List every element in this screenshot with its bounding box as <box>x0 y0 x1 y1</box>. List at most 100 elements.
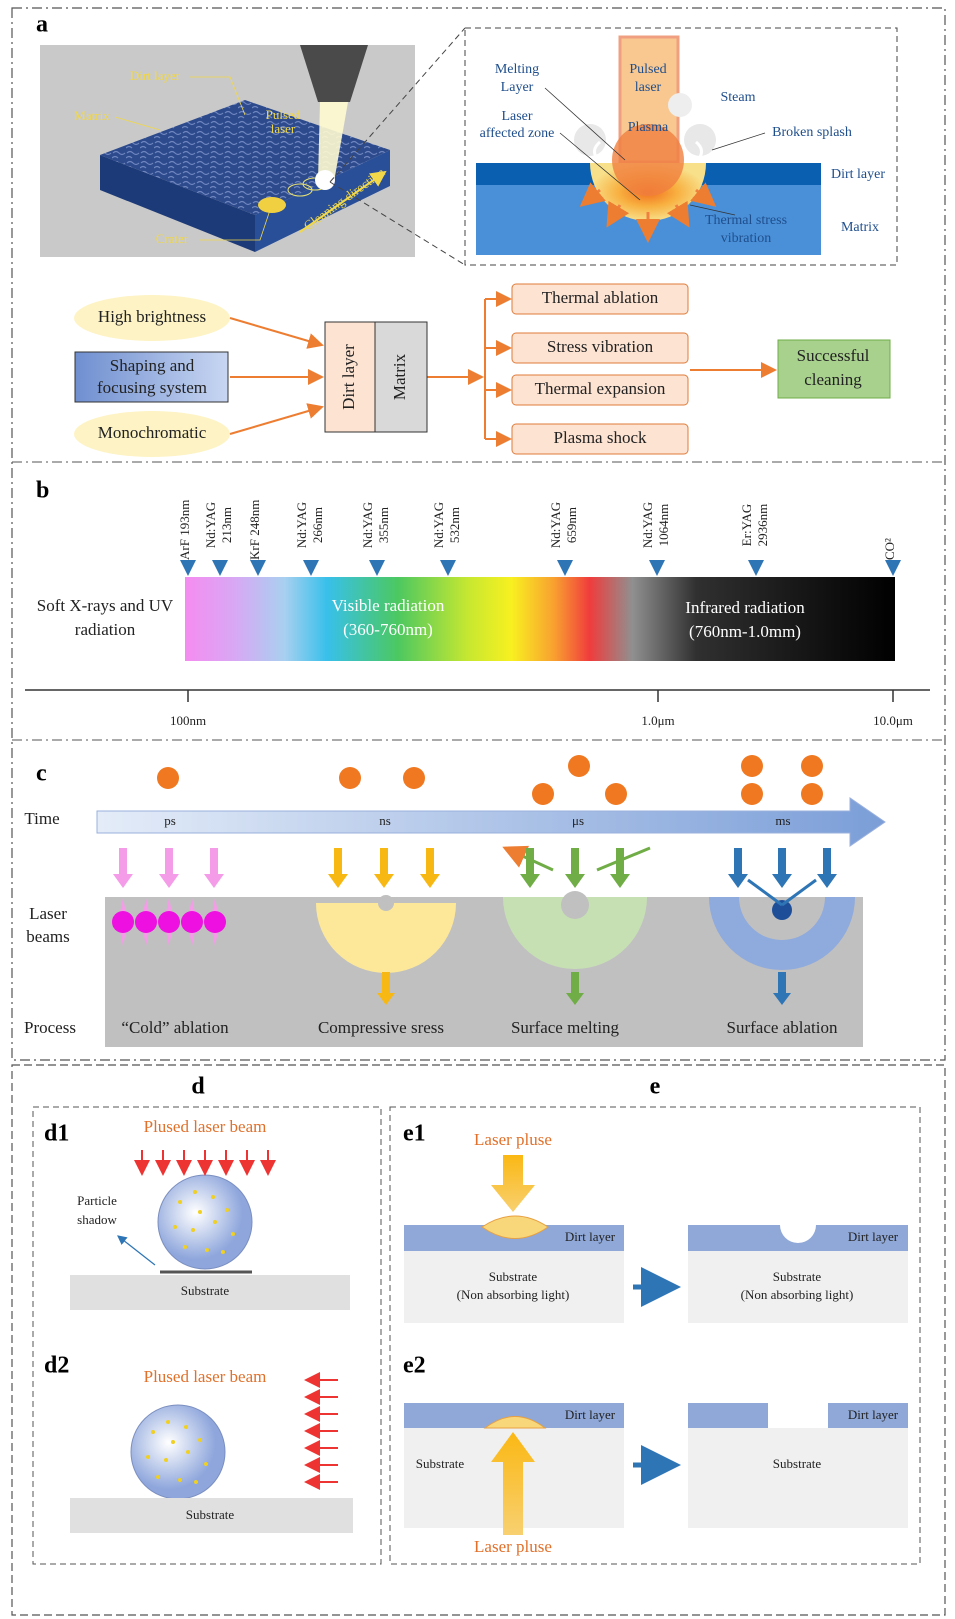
dirt-layer: Dirt layer <box>848 1229 899 1244</box>
mechanisms: Thermal expansion <box>535 379 666 398</box>
shape <box>605 783 627 805</box>
melting-layer: Layer <box>501 80 534 95</box>
laser-beams: beams <box>26 927 69 946</box>
lasers: Nd:YAG <box>203 502 218 548</box>
processes: Surface melting <box>511 1018 620 1037</box>
dirt-layer: Dirt layer <box>130 68 181 83</box>
thermal-stress: vibration <box>721 231 772 246</box>
shape <box>230 299 775 439</box>
laser: Laser pluse <box>474 1537 552 1556</box>
label: c <box>36 761 47 787</box>
laser-pulse <box>491 1155 535 1212</box>
lasers: 532nm <box>447 507 462 543</box>
shape <box>568 755 590 777</box>
label: d1 <box>44 1121 69 1147</box>
substrate: Substrate <box>416 1456 465 1471</box>
lasers: Er:YAG <box>739 504 754 547</box>
particle <box>231 1232 235 1236</box>
inputs: focusing system <box>97 378 207 397</box>
lasers: Nd:YAG <box>548 502 563 548</box>
shape <box>561 891 589 919</box>
particle <box>178 1200 182 1204</box>
time-scales: ms <box>775 813 790 828</box>
substrate: Substrate <box>489 1269 538 1284</box>
shape <box>741 783 763 805</box>
shape <box>118 1236 155 1265</box>
regions: (360-760nm) <box>343 620 433 639</box>
substrate: (Non absorbing light) <box>741 1287 854 1302</box>
particle <box>166 1420 170 1424</box>
result: cleaning <box>804 370 862 389</box>
lasers: 2936nm <box>755 504 770 547</box>
crater: Crater <box>156 231 189 246</box>
time-scales: ns <box>379 813 391 828</box>
particle <box>164 1458 168 1462</box>
beam-arrow <box>204 848 224 888</box>
particle <box>151 1430 155 1434</box>
dirt-layer: Dirt layer <box>848 1407 899 1422</box>
particle <box>225 1208 229 1212</box>
broken-splash: Broken splash <box>772 125 852 140</box>
beam-arrow <box>420 848 440 888</box>
inputs: Shaping and <box>110 356 195 375</box>
shape <box>97 798 885 846</box>
pulsed-laser: laser <box>635 80 662 95</box>
target: Dirt layer <box>339 344 358 410</box>
lasers: Nd:YAG <box>360 502 375 548</box>
label: d2 <box>44 1353 69 1379</box>
particle-shadow: shadow <box>77 1212 117 1227</box>
particle <box>173 1225 177 1229</box>
shape <box>772 900 792 920</box>
thermal-stress: Thermal stress <box>705 213 787 228</box>
particle <box>194 1480 198 1484</box>
process: Process <box>24 1018 76 1037</box>
beam-arrow <box>328 848 348 888</box>
particle <box>204 1462 208 1466</box>
beam-arrow <box>817 848 837 888</box>
particle <box>171 1440 175 1444</box>
particle <box>184 1425 188 1429</box>
pulsed-laser: Pulsed <box>629 62 666 77</box>
lasers: ArF 193nm <box>177 500 192 560</box>
particle <box>205 1248 209 1252</box>
shape <box>157 755 823 805</box>
beam-arrow <box>728 848 748 888</box>
particle <box>146 1455 150 1459</box>
particle <box>213 1220 217 1224</box>
time-scales: ps <box>164 813 176 828</box>
lasers: 266nm <box>310 507 325 543</box>
lasers: KrF 248nm <box>247 500 262 560</box>
lasers: Nd:YAG <box>431 502 446 548</box>
axis-labels: 10.0μm <box>873 713 913 728</box>
particle <box>221 1250 225 1254</box>
excited-atom <box>135 911 157 933</box>
beam-arrow <box>565 848 585 888</box>
matrix: Matrix <box>74 108 110 123</box>
shape <box>668 93 692 117</box>
shape <box>230 407 322 434</box>
laser-beams: Laser <box>29 904 67 923</box>
beam-arrow <box>772 848 792 888</box>
lasers: Nd:YAG <box>294 502 309 548</box>
processes: “Cold” ablation <box>121 1018 229 1037</box>
lasers: CO² <box>882 538 897 560</box>
beam-arrow <box>113 848 133 888</box>
beam-arrow <box>610 848 630 888</box>
pulsed-laser: laser <box>271 121 296 136</box>
laser: Laser pluse <box>474 1130 552 1149</box>
target: Matrix <box>390 353 409 400</box>
mechanisms: Plasma shock <box>553 428 647 447</box>
shape <box>801 783 823 805</box>
shape <box>688 1403 768 1428</box>
shape <box>230 318 322 345</box>
particle <box>178 1478 182 1482</box>
shape <box>185 577 895 661</box>
lasers: 1064nm <box>656 504 671 547</box>
substrate: Substrate <box>181 1283 230 1298</box>
shape <box>158 1175 252 1269</box>
particle-shadow: Particle <box>77 1193 117 1208</box>
shape <box>741 755 763 777</box>
particle <box>211 1195 215 1199</box>
laser-affected-zone: affected zone <box>480 126 555 141</box>
inputs: Monochromatic <box>98 423 207 442</box>
